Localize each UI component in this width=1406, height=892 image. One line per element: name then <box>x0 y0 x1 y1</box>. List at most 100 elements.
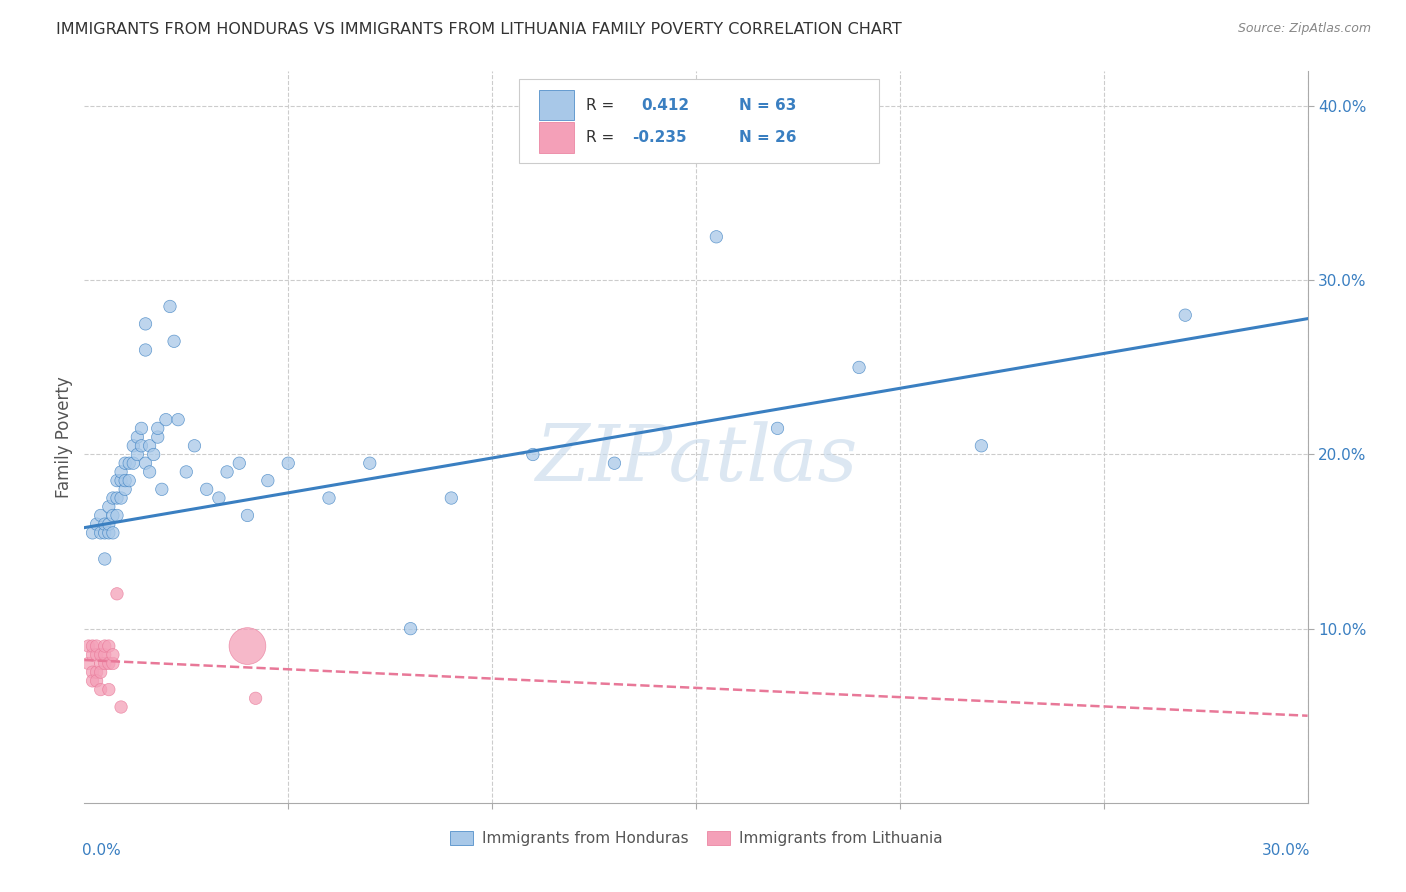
Text: -0.235: -0.235 <box>633 129 688 145</box>
Point <box>522 448 544 462</box>
Point <box>97 517 120 532</box>
Point <box>257 474 280 488</box>
Point <box>82 648 104 662</box>
Point <box>110 465 132 479</box>
Point <box>110 700 132 714</box>
FancyBboxPatch shape <box>519 78 880 163</box>
Point <box>82 525 104 540</box>
Point <box>359 456 381 470</box>
Point <box>90 508 112 523</box>
Point <box>146 421 169 435</box>
Point <box>97 657 120 671</box>
Text: Source: ZipAtlas.com: Source: ZipAtlas.com <box>1237 22 1371 36</box>
Point <box>114 474 136 488</box>
Point <box>127 448 149 462</box>
Point <box>110 491 132 505</box>
Point <box>105 587 128 601</box>
Point <box>77 657 100 671</box>
Point <box>236 508 259 523</box>
Point <box>110 474 132 488</box>
Point <box>122 439 145 453</box>
Text: R =: R = <box>586 97 619 112</box>
Point <box>138 439 160 453</box>
Point <box>101 491 124 505</box>
Point <box>135 343 157 357</box>
Text: 0.412: 0.412 <box>641 97 689 112</box>
Point <box>195 483 218 497</box>
Point <box>150 483 173 497</box>
Point <box>93 525 115 540</box>
Point <box>131 421 153 435</box>
Point <box>82 639 104 653</box>
Point <box>217 465 239 479</box>
Point <box>101 648 124 662</box>
Point <box>90 657 112 671</box>
Point <box>1174 308 1197 322</box>
Point <box>706 229 728 244</box>
Point <box>122 456 145 470</box>
Point <box>105 508 128 523</box>
Point <box>93 517 115 532</box>
Point <box>167 412 190 426</box>
Text: R =: R = <box>586 129 619 145</box>
Point <box>138 465 160 479</box>
Point <box>118 456 141 470</box>
Point <box>86 648 108 662</box>
Text: 30.0%: 30.0% <box>1261 843 1310 858</box>
Point <box>440 491 463 505</box>
Point <box>208 491 231 505</box>
Point <box>90 648 112 662</box>
Point <box>86 639 108 653</box>
Point <box>399 622 422 636</box>
Text: N = 26: N = 26 <box>738 129 796 145</box>
Point <box>146 430 169 444</box>
Point <box>82 673 104 688</box>
Point <box>105 491 128 505</box>
Point <box>118 474 141 488</box>
Point <box>86 673 108 688</box>
Point <box>163 334 186 349</box>
Point <box>97 500 120 514</box>
Point <box>970 439 993 453</box>
Point <box>93 552 115 566</box>
Point <box>159 300 181 314</box>
Text: IMMIGRANTS FROM HONDURAS VS IMMIGRANTS FROM LITHUANIA FAMILY POVERTY CORRELATION: IMMIGRANTS FROM HONDURAS VS IMMIGRANTS F… <box>56 22 903 37</box>
FancyBboxPatch shape <box>540 122 574 153</box>
Point <box>277 456 299 470</box>
Point <box>101 657 124 671</box>
Point <box>97 682 120 697</box>
Point <box>90 525 112 540</box>
Point <box>142 448 165 462</box>
Point <box>236 639 259 653</box>
Text: 0.0%: 0.0% <box>82 843 121 858</box>
Point <box>603 456 626 470</box>
Point <box>135 317 157 331</box>
Point <box>183 439 205 453</box>
Text: ZIPatlas: ZIPatlas <box>534 421 858 497</box>
Point <box>245 691 267 706</box>
Point <box>127 430 149 444</box>
Text: N = 63: N = 63 <box>738 97 796 112</box>
Point <box>114 483 136 497</box>
Point <box>97 639 120 653</box>
Point <box>90 682 112 697</box>
Point <box>82 665 104 680</box>
Point <box>848 360 870 375</box>
Point <box>93 639 115 653</box>
Point <box>77 639 100 653</box>
FancyBboxPatch shape <box>540 90 574 120</box>
Point <box>90 665 112 680</box>
Legend: Immigrants from Honduras, Immigrants from Lithuania: Immigrants from Honduras, Immigrants fro… <box>443 824 949 852</box>
Point <box>228 456 250 470</box>
Point <box>114 456 136 470</box>
Point <box>86 665 108 680</box>
Point <box>86 517 108 532</box>
Point <box>105 474 128 488</box>
Point <box>318 491 340 505</box>
Point <box>135 456 157 470</box>
Y-axis label: Family Poverty: Family Poverty <box>55 376 73 498</box>
Point <box>93 657 115 671</box>
Point <box>97 525 120 540</box>
Point <box>155 412 177 426</box>
Point <box>101 508 124 523</box>
